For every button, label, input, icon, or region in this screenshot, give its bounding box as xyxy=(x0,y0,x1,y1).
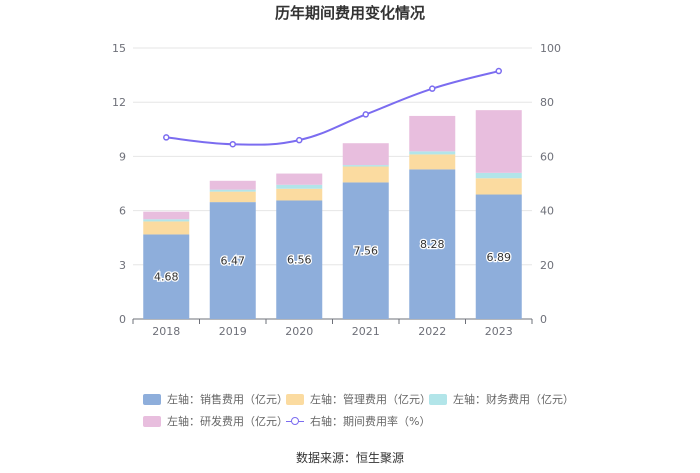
legend-swatch-sales xyxy=(143,393,161,405)
rate-point xyxy=(229,140,236,148)
bars xyxy=(143,110,522,319)
bar-segment-0 xyxy=(209,202,256,319)
y-right-tick-label: 60 xyxy=(540,150,554,163)
y-left-tick-label: 6 xyxy=(119,205,126,218)
bar-segment-1 xyxy=(409,154,456,170)
chart-title: 历年期间费用变化情况 xyxy=(274,4,425,22)
y-right-tick-label: 40 xyxy=(540,205,554,218)
bar-segment-1 xyxy=(143,221,190,235)
legend-swatch-rate xyxy=(286,416,304,427)
bar-segment-3 xyxy=(409,115,456,152)
bar-segment-3 xyxy=(143,211,190,220)
legend-item-finance[interactable]: 左轴：财务费用（亿元） xyxy=(429,391,574,407)
x-tick-label: 2022 xyxy=(418,325,446,338)
bar-data-label: 6.89 xyxy=(487,251,512,264)
rate-point xyxy=(163,134,170,141)
rate-line xyxy=(163,67,502,148)
legend-label-admin: 左轴：管理费用（亿元） xyxy=(310,393,431,406)
legend-label-finance: 左轴：财务费用（亿元） xyxy=(453,393,574,406)
bar-segment-0 xyxy=(409,169,456,319)
legend-swatch-admin xyxy=(286,393,304,405)
bar-segment-2 xyxy=(276,184,323,189)
y-right-tick-label: 100 xyxy=(540,42,561,55)
data-source: 数据来源：恒生聚源 xyxy=(295,451,404,465)
bar-segment-2 xyxy=(209,189,256,192)
y-left-tick-label: 3 xyxy=(119,259,126,272)
bar-segment-0 xyxy=(143,234,190,319)
bar-data-label: 6.56 xyxy=(287,254,312,267)
bar-data-label: 7.56 xyxy=(354,245,379,258)
data-labels: 4.68 6.47 6.56 7.56 8.28 6.89 xyxy=(153,237,513,285)
bar-segment-0 xyxy=(475,194,522,319)
y-left-tick-label: 12 xyxy=(112,96,126,109)
bar-segment-3 xyxy=(276,173,323,185)
y-right-tick-label: 80 xyxy=(540,96,554,109)
bar-segment-1 xyxy=(209,191,256,203)
bar-segment-2 xyxy=(342,165,389,167)
rate-point xyxy=(495,67,502,75)
bar-segment-3 xyxy=(475,110,522,173)
axes: 0 3 6 9 12 15 0 20 40 60 80 100 2018 2019 2020 2021 2022… xyxy=(112,42,561,338)
bar-segment-2 xyxy=(409,151,456,155)
legend-item-admin[interactable]: 左轴：管理费用（亿元） xyxy=(286,391,431,407)
legend-swatch-finance xyxy=(429,393,447,405)
rate-point xyxy=(362,111,369,118)
x-tick-label: 2018 xyxy=(152,325,180,338)
y-right-tick-label: 20 xyxy=(540,259,554,272)
bar-data-label: 8.28 xyxy=(420,238,445,251)
x-tick-label: 2021 xyxy=(352,325,380,338)
y-left-tick-label: 0 xyxy=(119,313,126,326)
bar-segment-3 xyxy=(342,143,389,166)
bar-segment-1 xyxy=(276,188,323,201)
x-tick-label: 2020 xyxy=(285,325,313,338)
legend-item-rd[interactable]: 左轴：研发费用（亿元） xyxy=(143,413,288,429)
bar-segment-1 xyxy=(475,178,522,195)
y-right-tick-label: 0 xyxy=(540,313,547,326)
legend-label-sales: 左轴：销售费用（亿元） xyxy=(167,393,288,406)
legend-swatch-rd xyxy=(143,415,161,427)
bar-segment-2 xyxy=(475,172,522,179)
x-tick-label: 2023 xyxy=(485,325,513,338)
legend-label-rd: 左轴：研发费用（亿元） xyxy=(167,415,288,428)
gridlines xyxy=(133,47,532,266)
bar-segment-0 xyxy=(342,182,389,319)
rate-line-path xyxy=(166,70,500,146)
legend: 左轴：销售费用（亿元） 左轴：管理费用（亿元） 左轴：财务费用（亿元） 左轴：研… xyxy=(143,389,574,433)
bar-segment-2 xyxy=(143,219,190,222)
y-left-tick-label: 15 xyxy=(112,42,126,55)
bar-segment-3 xyxy=(209,180,256,190)
rate-point xyxy=(296,136,303,144)
legend-item-rate[interactable]: 右轴：期间费用率（%） xyxy=(286,413,431,429)
bar-segment-0 xyxy=(276,200,323,319)
bar-segment-1 xyxy=(342,166,389,183)
legend-label-rate: 右轴：期间费用率（%） xyxy=(310,415,431,428)
rate-point xyxy=(429,85,436,92)
bar-data-label: 4.68 xyxy=(154,271,179,284)
y-left-tick-label: 9 xyxy=(119,150,126,163)
x-tick-label: 2019 xyxy=(219,325,247,338)
bar-data-label: 6.47 xyxy=(221,255,246,268)
legend-item-sales[interactable]: 左轴：销售费用（亿元） xyxy=(143,391,288,407)
